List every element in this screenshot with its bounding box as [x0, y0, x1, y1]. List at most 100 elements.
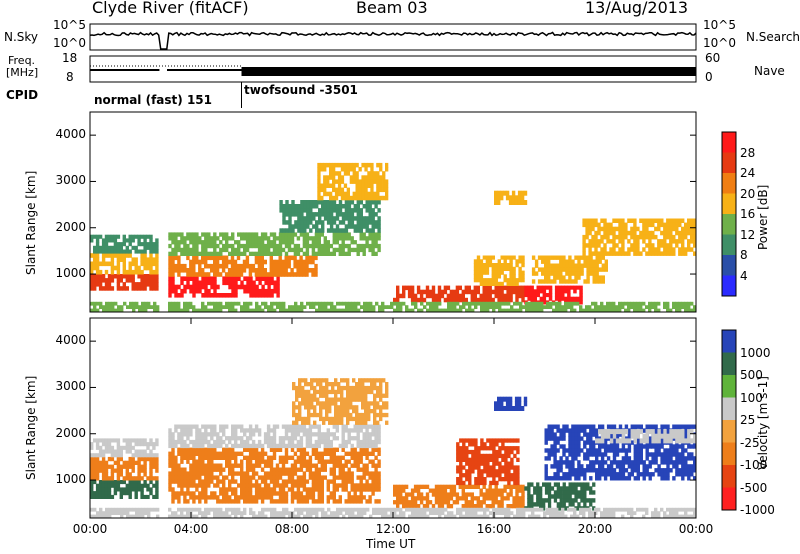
power-band-10 — [494, 190, 528, 205]
station-title: Clyde River (fitACF) — [92, 0, 249, 17]
power-cbar-seg-4 — [722, 193, 736, 214]
nave-tick-top: 60 — [705, 51, 721, 65]
nsky-label: N.Sky — [4, 30, 39, 44]
power-gap-0 — [159, 112, 168, 312]
velocity-cbar-seg-1 — [722, 465, 736, 488]
power-band-6 — [279, 200, 381, 233]
nsky-tick-bottom: 10^0 — [53, 36, 86, 50]
nave-tick-bottom: 0 — [705, 70, 713, 84]
power-cbar-frame — [721, 131, 737, 297]
power-cbar-label-1: 8 — [740, 248, 748, 262]
power-band-3 — [168, 276, 280, 298]
power-ytick-label-0: 1000 — [55, 266, 86, 281]
velocity-cbar-label-5: -100 — [740, 458, 768, 472]
power-ytick-label-2: 3000 — [55, 173, 86, 188]
velocity-cbar-label-6: -500 — [740, 480, 768, 495]
power-cbar-label-4: 20 — [740, 186, 756, 201]
x-tick-label-3: 12:00 — [375, 522, 411, 536]
power-band-7 — [317, 162, 389, 201]
velocity-cbar-label-2: 100 — [740, 390, 763, 405]
velocity-cbar-label-3: 25 — [740, 413, 756, 427]
power-band-2 — [90, 234, 159, 254]
power-band-14 — [90, 301, 697, 313]
velocity-band-2 — [90, 438, 159, 458]
velocity-cbar-seg-0 — [722, 487, 736, 510]
velocity-heatmap — [90, 318, 697, 519]
power-cbar-label-2: 12 — [740, 227, 756, 242]
velocity-ytick-label-2: 3000 — [55, 379, 86, 394]
velocity-cbar-label-1: 500 — [740, 368, 763, 382]
velocity-cbar-seg-4 — [722, 397, 736, 420]
velocity-band-4 — [168, 424, 381, 449]
velocity-cbar-seg-2 — [722, 442, 736, 465]
velocity-band-1 — [90, 456, 159, 481]
freq-tick-bottom: 8 — [66, 70, 74, 84]
power-heatmap — [90, 112, 697, 313]
nsky-tick-top: 10^5 — [53, 18, 86, 32]
velocity-band-7 — [456, 438, 520, 486]
velocity-gap-0 — [159, 318, 168, 518]
velocity-ytick-label-1: 2000 — [55, 425, 86, 440]
power-cbar-label-5: 24 — [740, 166, 756, 180]
power-cbar-seg-7 — [722, 132, 736, 153]
power-band-1 — [90, 253, 159, 275]
velocity-cbar-label-4: -25 — [740, 435, 760, 450]
power-band-13 — [582, 218, 697, 256]
freq-band-twofsound — [241, 67, 696, 76]
freq-trace — [90, 65, 696, 76]
velocity-band-10 — [544, 424, 697, 481]
date-title: 13/Aug/2013 — [585, 0, 689, 17]
velocity-cbar-label-7: -1000 — [740, 503, 775, 517]
power-band-0 — [90, 274, 159, 291]
power-ylabel: Slant Range [km] — [24, 170, 38, 275]
velocity-band-3 — [168, 447, 381, 504]
nave-label: Nave — [754, 64, 785, 78]
velocity-cbar-seg-6 — [722, 352, 736, 375]
nsky-line — [89, 31, 697, 50]
velocity-band-6 — [393, 484, 525, 509]
cpid-mode-2: twofsound -3501 — [244, 83, 358, 97]
velocity-ylabel: Slant Range [km] — [24, 375, 38, 480]
velocity-cbar-label-0: 1000 — [740, 345, 771, 360]
cpid-label: CPID — [6, 88, 39, 102]
x-tick-label-1: 04:00 — [173, 522, 209, 536]
velocity-colorbar — [721, 329, 737, 511]
power-cbar-seg-5 — [722, 173, 736, 194]
power-cbar-label-3: 16 — [740, 207, 756, 221]
nsearch-tick-bottom: 10^0 — [703, 36, 736, 50]
power-cbar-label-0: 4 — [740, 268, 748, 283]
power-cbar-seg-3 — [722, 214, 736, 235]
freq-label-line1: Freq. — [8, 54, 36, 67]
velocity-cbar-seg-7 — [722, 330, 736, 353]
freq-tick-top: 18 — [62, 51, 78, 65]
velocity-band-0 — [90, 480, 159, 499]
x-tick-label-4: 16:00 — [476, 522, 512, 536]
power-cbar-seg-6 — [722, 152, 736, 173]
freq-label-line2: [MHz] — [6, 66, 39, 79]
velocity-band-5 — [292, 378, 389, 425]
beam-title: Beam 03 — [356, 0, 428, 17]
x-tick-label-0: 00:00 — [72, 522, 108, 536]
velocity-cbar-seg-3 — [722, 420, 736, 443]
power-cbar-seg-0 — [722, 275, 736, 296]
velocity-cbar-seg-5 — [722, 375, 736, 398]
velocity-ytick-label-0: 1000 — [55, 472, 86, 487]
power-frame — [89, 111, 697, 313]
power-band-12 — [531, 255, 608, 284]
power-band-4 — [168, 255, 318, 277]
velocity-band-8 — [494, 396, 528, 411]
power-cbar-label-6: 28 — [740, 145, 756, 160]
nsearch-label: N.Search — [746, 30, 800, 44]
nsky-trace — [89, 31, 697, 50]
velocity-ytick-label-3: 4000 — [55, 333, 86, 348]
power-cbar-seg-2 — [722, 234, 736, 255]
power-band-11 — [524, 285, 583, 305]
time-xlabel: Time UT — [366, 537, 416, 551]
power-band-8 — [393, 285, 525, 303]
velocity-band-9 — [524, 482, 596, 511]
power-colorbar — [721, 131, 737, 297]
velocity-band-11 — [595, 429, 697, 444]
power-band-9 — [473, 255, 525, 286]
velocity-axes — [89, 318, 697, 518]
